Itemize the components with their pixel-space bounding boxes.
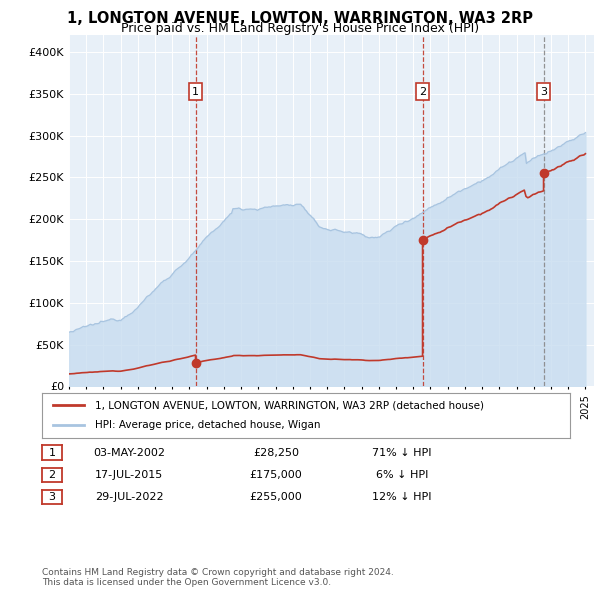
Text: 3: 3 <box>49 493 55 502</box>
Text: 1, LONGTON AVENUE, LOWTON, WARRINGTON, WA3 2RP: 1, LONGTON AVENUE, LOWTON, WARRINGTON, W… <box>67 11 533 25</box>
Text: 17-JUL-2015: 17-JUL-2015 <box>95 470 163 480</box>
Text: Contains HM Land Registry data © Crown copyright and database right 2024.
This d: Contains HM Land Registry data © Crown c… <box>42 568 394 587</box>
Text: £255,000: £255,000 <box>250 493 302 502</box>
Text: 1: 1 <box>192 87 199 97</box>
Text: 1: 1 <box>49 448 55 457</box>
Text: 71% ↓ HPI: 71% ↓ HPI <box>372 448 432 457</box>
Text: 2: 2 <box>49 470 55 480</box>
Text: £175,000: £175,000 <box>250 470 302 480</box>
Text: 6% ↓ HPI: 6% ↓ HPI <box>376 470 428 480</box>
Text: 12% ↓ HPI: 12% ↓ HPI <box>372 493 432 502</box>
Text: 3: 3 <box>540 87 547 97</box>
Text: 29-JUL-2022: 29-JUL-2022 <box>95 493 163 502</box>
Text: 2: 2 <box>419 87 426 97</box>
Text: HPI: Average price, detached house, Wigan: HPI: Average price, detached house, Wiga… <box>95 420 320 430</box>
Text: Price paid vs. HM Land Registry's House Price Index (HPI): Price paid vs. HM Land Registry's House … <box>121 22 479 35</box>
Text: 1, LONGTON AVENUE, LOWTON, WARRINGTON, WA3 2RP (detached house): 1, LONGTON AVENUE, LOWTON, WARRINGTON, W… <box>95 401 484 411</box>
Text: 03-MAY-2002: 03-MAY-2002 <box>93 448 165 457</box>
Text: £28,250: £28,250 <box>253 448 299 457</box>
